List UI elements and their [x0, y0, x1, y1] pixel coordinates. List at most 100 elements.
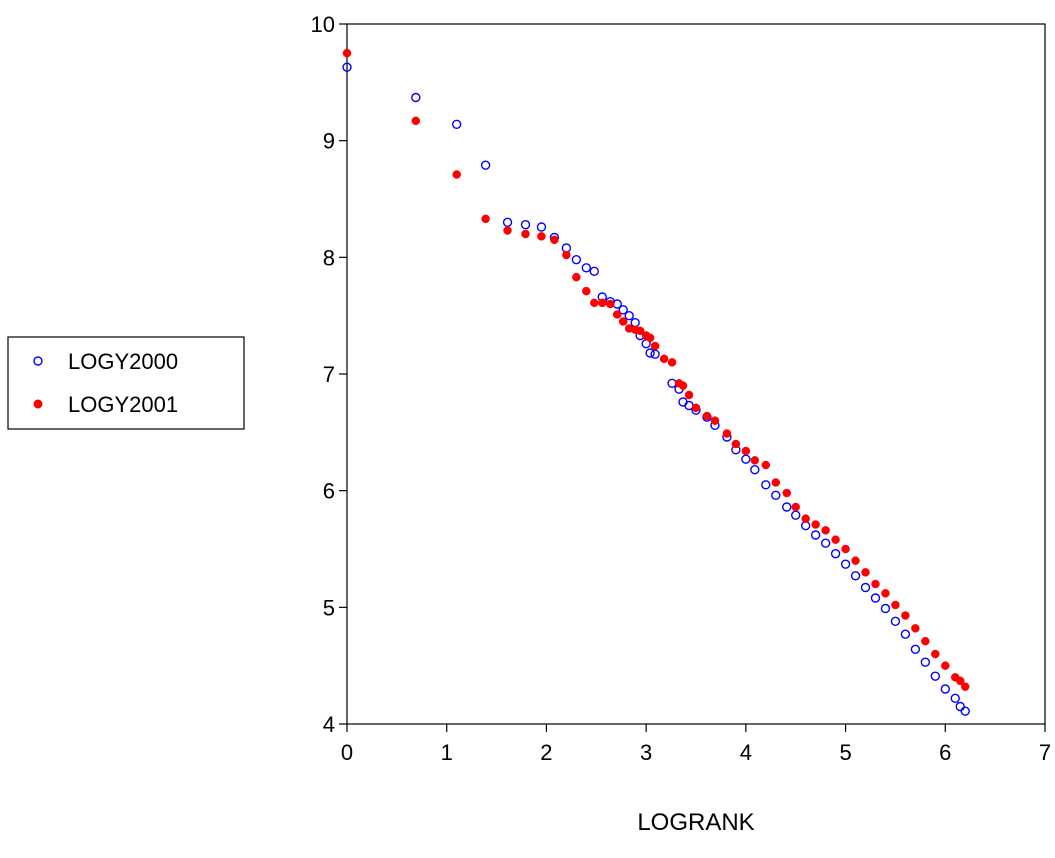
- data-point: [645, 348, 655, 358]
- data-point: [851, 556, 860, 565]
- data-point: [911, 624, 920, 633]
- data-point: [850, 571, 861, 581]
- data-point: [741, 454, 751, 464]
- legend-marker: [33, 399, 43, 409]
- data-point: [645, 333, 655, 343]
- data-point: [481, 214, 490, 224]
- data-point: [702, 411, 712, 421]
- data-point: [791, 502, 800, 512]
- data-point: [598, 298, 607, 308]
- data-point: [589, 266, 599, 277]
- data-point: [841, 544, 850, 554]
- data-point: [811, 520, 820, 529]
- data-point: [782, 488, 791, 498]
- data-point: [624, 310, 634, 321]
- legend: LOGY2000 LOGY2001: [7, 336, 245, 430]
- data-point: [930, 671, 941, 681]
- data-point: [571, 254, 582, 265]
- y-tick-label: 9: [323, 129, 335, 154]
- x-tick-label: 4: [740, 740, 752, 765]
- data-point: [821, 526, 830, 535]
- data-point: [761, 460, 771, 470]
- data-point: [801, 514, 810, 523]
- data-point: [667, 358, 677, 367]
- data-point: [900, 629, 911, 639]
- data-point: [521, 229, 530, 239]
- data-point: [618, 317, 628, 326]
- data-point: [831, 535, 840, 544]
- data-point: [870, 593, 881, 603]
- x-tick-label: 2: [540, 740, 552, 765]
- data-point: [960, 706, 970, 716]
- legend-label: LOGY2000: [68, 349, 178, 374]
- data-point: [880, 603, 891, 614]
- data-point: [710, 416, 720, 425]
- data-point: [650, 349, 660, 359]
- data-point: [810, 530, 821, 540]
- data-point: [451, 119, 462, 130]
- data-point: [891, 600, 900, 610]
- data-point: [921, 636, 930, 646]
- data-point: [890, 616, 901, 627]
- data-point: [562, 250, 571, 260]
- data-point: [955, 701, 965, 712]
- data-point: [771, 478, 781, 487]
- data-point: [940, 684, 950, 694]
- data-point: [650, 341, 660, 351]
- data-point: [871, 579, 880, 589]
- series-logy2000: [342, 62, 970, 716]
- x-axis: 0 1 2 3 4 5 6 7: [341, 724, 1051, 765]
- data-point: [950, 693, 960, 704]
- data-point: [342, 62, 352, 72]
- data-point: [480, 160, 491, 170]
- data-point: [731, 439, 741, 449]
- data-points: [342, 48, 970, 716]
- data-point: [741, 446, 751, 456]
- data-point: [605, 299, 615, 309]
- data-point: [612, 310, 622, 319]
- y-tick-label: 7: [323, 362, 335, 387]
- data-point: [931, 649, 940, 659]
- legend-label: LOGY2001: [68, 392, 178, 417]
- data-point: [782, 502, 792, 512]
- x-axis-title: LOGRANK: [637, 809, 754, 836]
- data-point: [536, 222, 547, 232]
- data-point: [452, 170, 461, 179]
- data-point: [955, 676, 965, 686]
- legend-box: [7, 336, 245, 430]
- data-point: [860, 582, 871, 593]
- data-point: [840, 559, 851, 569]
- data-point: [537, 232, 546, 241]
- series-logy2001: [342, 48, 970, 691]
- data-point: [550, 235, 559, 245]
- legend-marker: [33, 356, 43, 366]
- data-point: [503, 226, 512, 235]
- data-point: [572, 272, 581, 282]
- data-point: [684, 390, 694, 400]
- y-tick-label: 8: [323, 245, 335, 270]
- y-tick-label: 10: [311, 12, 335, 37]
- data-point: [750, 456, 760, 465]
- data-point: [411, 92, 421, 103]
- data-point: [582, 286, 591, 296]
- data-point: [960, 682, 970, 691]
- y-tick-label: 6: [323, 479, 335, 504]
- data-point: [761, 480, 771, 490]
- data-point: [722, 429, 732, 438]
- data-point: [635, 326, 645, 336]
- data-point: [820, 538, 831, 548]
- data-point: [861, 568, 870, 577]
- data-point: [901, 611, 910, 620]
- data-point: [659, 354, 669, 364]
- x-tick-label: 7: [1039, 740, 1051, 765]
- data-point: [581, 263, 592, 273]
- x-tick-label: 6: [939, 740, 951, 765]
- data-point: [520, 219, 531, 230]
- y-tick-label: 5: [323, 595, 335, 620]
- data-point: [750, 464, 760, 475]
- x-tick-label: 5: [839, 740, 851, 765]
- x-tick-label: 0: [341, 740, 353, 765]
- data-point: [881, 589, 890, 598]
- data-point: [678, 397, 688, 407]
